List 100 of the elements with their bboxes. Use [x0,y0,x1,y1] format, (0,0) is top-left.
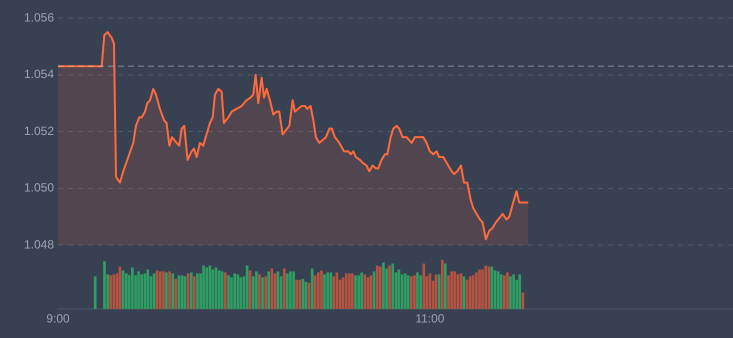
bar [348,273,351,309]
bar [398,269,400,309]
bar [494,270,496,309]
bar [447,275,450,309]
bar [428,273,432,309]
x-tick-label: 9:00 [46,312,70,326]
bar [466,280,468,309]
bar [468,276,472,309]
y-tick-label: 1.054 [24,67,54,82]
bar [434,274,438,309]
bar [472,275,475,309]
bar [180,275,184,309]
bar [212,269,214,309]
bar [246,266,248,309]
bar [484,266,488,309]
bar [460,273,462,309]
bar [326,272,329,309]
bar [366,277,370,309]
bar [416,272,419,309]
bar [363,274,366,309]
y-tick-label: 1.056 [24,10,54,24]
bar [496,271,500,309]
bar [317,272,320,309]
bar [196,273,199,309]
bar [490,266,494,309]
bar [314,275,316,309]
bar [320,270,323,309]
bar [224,272,227,309]
bar [184,276,186,309]
bar [475,272,478,309]
bar [171,273,174,309]
bar [509,276,512,309]
bar [267,271,270,309]
bar [422,264,426,309]
bar [165,272,168,309]
bar [118,266,122,309]
bar [178,275,180,309]
y-tick-label: 1.050 [24,180,54,195]
bar [156,270,158,309]
bar [292,271,295,309]
y-tick-label: 1.048 [24,237,54,252]
bar [406,275,410,309]
bar [342,277,344,309]
bar [295,280,298,309]
bar [218,270,221,309]
bar [450,271,453,309]
bar [276,271,280,309]
bar [233,273,236,309]
bar [190,272,193,309]
bar [410,276,413,309]
bar [382,262,385,309]
bar [289,271,292,309]
bar [261,277,264,309]
y-tick-label: 1.052 [24,124,54,138]
x-tick-label: 11:00 [415,312,445,326]
bar [202,266,205,309]
bar [94,276,97,309]
bar [131,268,134,309]
bar [140,274,144,309]
bar [388,266,391,309]
bar [518,274,522,309]
bar [370,275,372,309]
bar [264,276,268,309]
bar [481,269,484,309]
bar [372,271,376,309]
bar [255,271,258,309]
bar [103,261,106,309]
bar [444,264,447,309]
bar [248,270,252,309]
bar [146,269,150,309]
bar [162,271,165,309]
bar [208,266,212,309]
bar [502,275,506,309]
bar [522,292,524,309]
bar [329,272,332,309]
bar [220,271,224,309]
bar [438,274,441,309]
bar [258,274,261,309]
bar [227,275,230,309]
bar [310,268,314,309]
bar [214,268,218,309]
bar [456,274,460,309]
bar [236,274,240,309]
bar [137,271,140,309]
bar [500,274,502,309]
bar [441,260,444,309]
bar [478,269,481,309]
bar [298,280,302,309]
bar [344,273,348,309]
bar [282,268,286,309]
bar [323,274,326,309]
bar [230,277,233,309]
bar [124,273,128,309]
bar [158,271,162,309]
bar [376,266,379,309]
bar [109,275,112,309]
bar [453,271,456,309]
bar [286,273,289,309]
bar [302,278,304,309]
bar [152,273,156,309]
